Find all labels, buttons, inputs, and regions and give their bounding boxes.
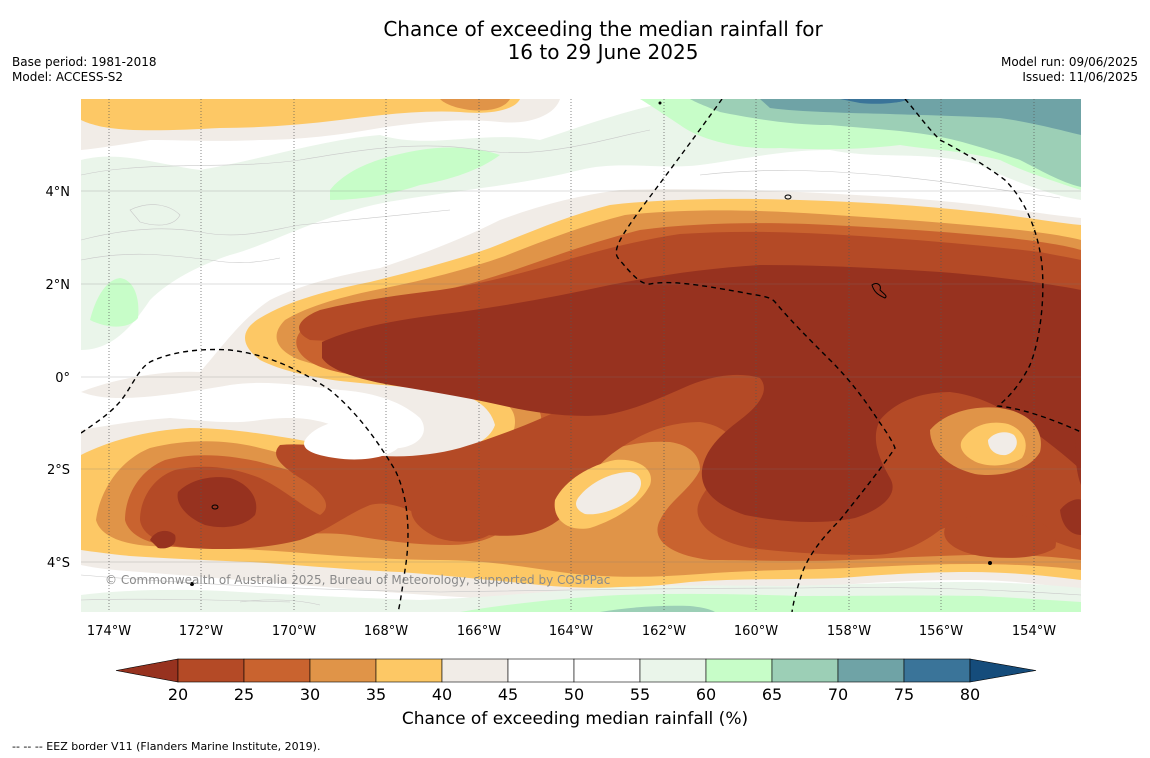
colorbar-swatch: [837, 658, 905, 683]
island-outline-3: [211, 504, 219, 510]
chart-title: Chance of exceeding the median rainfall …: [0, 18, 1150, 64]
colorbar-swatch: [441, 658, 509, 683]
eez-border-west: [81, 348, 409, 612]
lon-tick-160w: 160°W: [734, 624, 778, 639]
field-40-45-east-pocket: [988, 432, 1017, 456]
field-75-80: [840, 99, 910, 104]
colorbar-extend-high: [969, 658, 1037, 683]
lon-tick-labels: 174°W 172°W 170°W 168°W 166°W 164°W 162°…: [87, 624, 1056, 639]
model-run: Model run: 09/06/2025: [1000, 55, 1138, 69]
colorbar-tick-label: 80: [960, 685, 980, 704]
title-line-1: Chance of exceeding the median rainfall …: [383, 17, 823, 41]
field-60-65-west: [90, 278, 139, 327]
colorbar-tick-label: 45: [498, 685, 518, 704]
lon-tick-154w: 154°W: [1012, 624, 1056, 639]
contour-lines: [81, 129, 1081, 606]
colorbar-tick-label: 70: [828, 685, 848, 704]
gridlines: [81, 190, 1081, 563]
lon-tick-170w: 170°W: [272, 624, 316, 639]
lon-tick-174w: 174°W: [87, 624, 131, 639]
colorbar-tick-label: 60: [696, 685, 716, 704]
lon-tick-172w: 172°W: [179, 624, 223, 639]
island-outline-2: [871, 283, 887, 299]
eez-legend-note: -- -- -- EEZ border V11 (Flanders Marine…: [12, 740, 321, 753]
eez-border-central: [615, 99, 896, 612]
field-under-20-east-edge: [1075, 425, 1081, 485]
colorbar-tick-label: 25: [234, 685, 254, 704]
field-70-75: [760, 99, 1081, 135]
field-60-65-north-b: [330, 147, 500, 200]
island-dot-2: [988, 561, 992, 565]
field-20-25-se: [944, 513, 1056, 558]
lat-tick-2n: 2°N: [46, 278, 71, 293]
colorbar-tick-label: 20: [168, 685, 188, 704]
field-65-70: [690, 99, 1081, 187]
lon-tick-162w: 162°W: [642, 624, 686, 639]
field-55-60-west-pocket: [304, 418, 401, 460]
meta-left: Base period: 1981-2018 Model: ACCESS-S2: [12, 55, 157, 85]
lat-tick-4s: 4°S: [47, 556, 70, 571]
colorbar-tick-label: 35: [366, 685, 386, 704]
lat-tick-4n: 4°N: [46, 185, 71, 200]
title-line-2: 16 to 29 June 2025: [507, 40, 699, 64]
lat-tick-2s: 2°S: [47, 463, 70, 478]
field-30-35-top: [440, 99, 510, 111]
field-60-65-south: [460, 593, 1081, 612]
colorbar-tick-label: 75: [894, 685, 914, 704]
lat-tick-labels: 4°N 2°N 0° 2°S 4°S: [46, 185, 71, 571]
lon-tick-166w: 166°W: [457, 624, 501, 639]
colorbar: 20 25 30 35 40 45 50 55 60 65 70 75 80: [115, 658, 1037, 704]
field-55-60-north: [81, 99, 1081, 350]
field-65-70-south: [600, 605, 715, 612]
lon-tick-164w: 164°W: [549, 624, 593, 639]
colorbar-swatch: [771, 658, 839, 683]
field-under-20-southwest: [177, 477, 257, 528]
colorbar-swatch: [639, 658, 707, 683]
colorbar-swatch: [507, 658, 575, 683]
lon-tick-158w: 158°W: [827, 624, 871, 639]
field-20-25-south: [411, 481, 501, 542]
island-dot-3: [190, 582, 194, 586]
field-40-45-sc-pocket: [576, 472, 642, 515]
issued-date: Issued: 11/06/2025: [1022, 70, 1138, 84]
colorbar-tick-label: 30: [300, 685, 320, 704]
field-under-20-se-edge: [1060, 499, 1081, 535]
colorbar-swatch: [243, 658, 311, 683]
colorbar-extend-low: [115, 658, 179, 683]
lat-tick-0: 0°: [55, 371, 70, 386]
eez-border-east: [904, 99, 1081, 433]
meta-right: Model run: 09/06/2025 Issued: 11/06/2025: [1001, 55, 1138, 85]
colorbar-swatch: [309, 658, 377, 683]
islands: [190, 101, 992, 586]
probability-field: © Commonwealth of Australia 2025, Bureau…: [81, 99, 1081, 612]
colorbar-swatch: [177, 658, 245, 683]
field-35-40-top: [81, 99, 520, 131]
field-under-20-sw-b: [150, 530, 176, 549]
colorbar-tick-label: 55: [630, 685, 650, 704]
colorbar-swatch: [903, 658, 971, 683]
island-dot: [658, 101, 662, 105]
model-name: Model: ACCESS-S2: [12, 70, 124, 84]
eez-borders: [81, 99, 1081, 612]
colorbar-tick-label: 65: [762, 685, 782, 704]
colorbar-tick-label: 50: [564, 685, 584, 704]
colorbar-label: Chance of exceeding median rainfall (%): [401, 709, 749, 729]
lon-tick-156w: 156°W: [919, 624, 963, 639]
lon-tick-168w: 168°W: [364, 624, 408, 639]
colorbar-swatch: [573, 658, 641, 683]
base-period: Base period: 1981-2018: [12, 55, 157, 69]
colorbar-tick-label: 40: [432, 685, 452, 704]
field-under-20-main: [322, 265, 1081, 522]
colorbar-swatch: [705, 658, 773, 683]
island-outline: [784, 194, 792, 200]
copyright-credit: © Commonwealth of Australia 2025, Bureau…: [105, 573, 610, 587]
colorbar-swatch: [375, 658, 443, 683]
